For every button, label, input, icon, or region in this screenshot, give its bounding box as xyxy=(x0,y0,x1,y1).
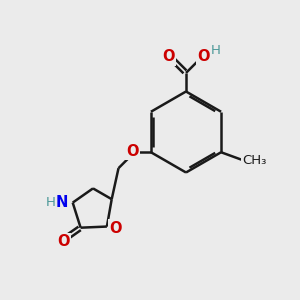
Text: O: O xyxy=(57,234,69,249)
Text: O: O xyxy=(162,50,175,64)
Text: H: H xyxy=(46,196,56,209)
Text: O: O xyxy=(197,49,210,64)
Text: O: O xyxy=(109,220,122,236)
Text: H: H xyxy=(211,44,221,57)
Text: O: O xyxy=(126,144,139,159)
Text: CH₃: CH₃ xyxy=(242,154,266,167)
Text: N: N xyxy=(56,195,68,210)
